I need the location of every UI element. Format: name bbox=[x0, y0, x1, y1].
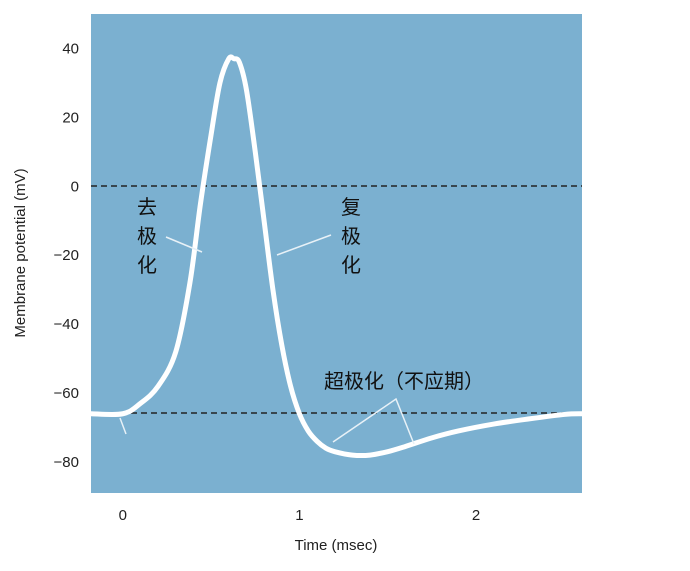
y-tick-label: −60 bbox=[54, 385, 79, 402]
x-axis-label: Time (msec) bbox=[295, 537, 378, 554]
y-tick-label: 0 bbox=[71, 178, 79, 195]
annotation-repolarization-char-3: 化 bbox=[341, 253, 361, 277]
annotation-repolarization-char-1: 复 bbox=[341, 195, 361, 219]
y-axis-label: Membrane potential (mV) bbox=[12, 168, 29, 337]
series-line-membrane-potential bbox=[88, 54, 585, 459]
resting-marker bbox=[119, 417, 127, 435]
y-tick-label: 40 bbox=[62, 40, 79, 57]
annotation-repolarization-char-2: 极 bbox=[341, 224, 361, 248]
y-tick-label: 20 bbox=[62, 109, 79, 126]
y-tick-label: −40 bbox=[54, 316, 79, 333]
x-tick-label: 1 bbox=[295, 507, 303, 524]
annotation-repolarization: 复 极 化 bbox=[276, 195, 361, 277]
annotation-repolarization-leader bbox=[276, 234, 332, 256]
y-tick-label: −20 bbox=[54, 247, 79, 264]
annotation-depolarization-leader bbox=[165, 236, 203, 253]
annotation-depolarization-char-3: 化 bbox=[137, 253, 157, 277]
annotation-hyperpolarization-text: 超极化（不应期） bbox=[324, 369, 484, 393]
annotation-hyperpolarization-leader bbox=[332, 397, 415, 445]
annotation-depolarization-char-1: 去 bbox=[137, 195, 157, 219]
x-tick-label: 2 bbox=[472, 507, 480, 524]
x-tick-label: 0 bbox=[119, 507, 127, 524]
y-tick-label: −80 bbox=[54, 454, 79, 471]
annotation-depolarization-char-2: 极 bbox=[137, 224, 157, 248]
annotation-hyperpolarization: 超极化（不应期） bbox=[324, 369, 484, 445]
annotation-depolarization: 去 极 化 bbox=[137, 195, 203, 277]
